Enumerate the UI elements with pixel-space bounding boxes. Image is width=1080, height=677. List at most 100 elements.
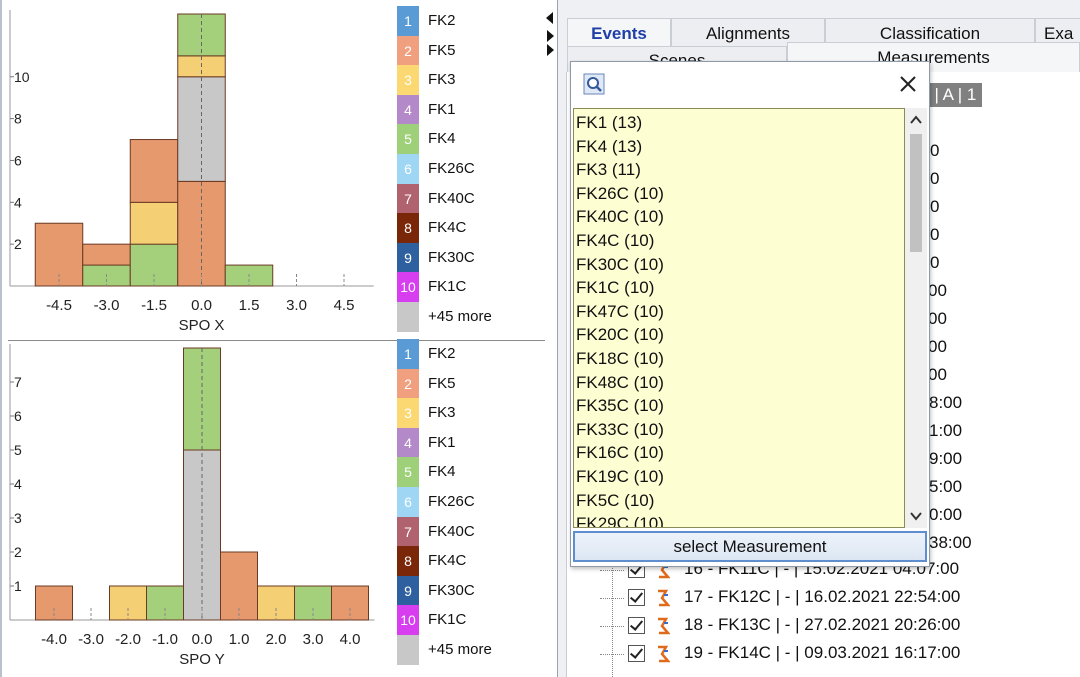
- row-checkbox[interactable]: [628, 617, 645, 634]
- histogram-bar-segment[interactable]: [129, 201, 179, 245]
- legend-item[interactable]: 8 FK4C: [397, 546, 545, 577]
- legend-item[interactable]: 2 FK5: [397, 368, 545, 399]
- measurement-list[interactable]: FK1 (13) FK4 (13) FK3 (11) FK26C (10) FK40C …: [573, 108, 905, 528]
- tab-events[interactable]: Events: [567, 18, 671, 48]
- legend-label: FK2: [428, 345, 456, 362]
- measurement-list-item[interactable]: FK4C (10): [576, 231, 655, 250]
- legend-swatch: 10: [397, 272, 419, 303]
- list-scrollbar[interactable]: [905, 108, 927, 528]
- timestamp-fragment: 00: [928, 281, 947, 300]
- measurement-list-item[interactable]: FK47C (10): [576, 301, 664, 321]
- legend-label: FK26C: [428, 160, 475, 177]
- measurement-list-item[interactable]: FK3 (11): [576, 160, 641, 180]
- legend-swatch: 5: [397, 124, 419, 155]
- measurement-list-item[interactable]: FK4 (13): [576, 136, 643, 156]
- tree-row[interactable]: 19 - FK14C | - | 09.03.2021 16:17:00: [600, 642, 1080, 668]
- histogram-bar-segment[interactable]: [129, 139, 179, 203]
- measurement-list-item[interactable]: FK48C (10): [576, 372, 664, 392]
- measurement-list-item[interactable]: FK40C (10): [576, 207, 664, 227]
- measurement-list-item[interactable]: FK26C (10): [576, 183, 664, 203]
- legend-swatch: 7: [397, 516, 419, 547]
- tree-row-label: 19 - FK14C | - | 09.03.2021 16:17:00: [684, 643, 961, 662]
- legend-item[interactable]: 1 FK2: [397, 6, 545, 36]
- legend-item[interactable]: 6 FK26C: [397, 487, 545, 517]
- chart-divider: [8, 340, 545, 341]
- measurement-list-item[interactable]: FK30C (10): [576, 254, 664, 274]
- legend-item[interactable]: 1 FK2: [397, 339, 545, 369]
- tab-measurements[interactable]: Measurements: [787, 42, 1080, 74]
- tree-connector: [600, 598, 624, 599]
- legend-more-label: +45 more: [428, 308, 492, 325]
- tree-row[interactable]: 17 - FK12C | - | 16.02.2021 22:54:00: [600, 586, 1080, 612]
- measurement-list-item[interactable]: FK20C (10): [576, 325, 664, 345]
- tree-row[interactable]: 18 - FK13C | - | 27.02.2021 20:26:00: [600, 614, 1080, 640]
- x-tick-label: 3.0: [303, 631, 324, 648]
- y-tick-label: 1: [14, 578, 22, 594]
- timestamp-fragment: 00: [928, 365, 947, 384]
- legend-item[interactable]: 3 FK3: [397, 398, 545, 429]
- timestamp-fragment: 0:00: [929, 505, 963, 524]
- measurement-list-item[interactable]: FK35C (10): [576, 396, 664, 416]
- measurement-list-item[interactable]: FK16C (10): [576, 443, 664, 463]
- select-measurement-button[interactable]: select Measurement: [573, 531, 927, 562]
- measurement-list-item[interactable]: FK29C (10): [576, 514, 664, 528]
- x-tick-label: -1.5: [141, 297, 167, 314]
- legend-more[interactable]: +45 more: [397, 302, 545, 332]
- legend-item[interactable]: 5 FK4: [397, 124, 545, 155]
- tree-connector: [600, 626, 624, 627]
- legend-label: FK4: [428, 463, 456, 481]
- legend-item[interactable]: 9 FK30C: [397, 575, 545, 606]
- search-icon[interactable]: [583, 73, 605, 95]
- legend-swatch: [397, 302, 419, 332]
- legend-item[interactable]: 8 FK4C: [397, 213, 545, 244]
- y-tick-label: 3: [14, 510, 22, 526]
- chevron-up-icon[interactable]: [905, 110, 927, 130]
- x-tick-label: 3.0: [286, 297, 307, 314]
- legend-item[interactable]: 7 FK40C: [397, 516, 545, 547]
- legend-swatch: 1: [397, 339, 419, 369]
- histogram-bar-segment[interactable]: [183, 449, 221, 621]
- row-checkbox[interactable]: [628, 645, 645, 662]
- legend-item[interactable]: 5 FK4: [397, 457, 545, 488]
- legend-label: FK5: [428, 41, 456, 59]
- legend-swatch: 2: [397, 368, 419, 399]
- close-icon[interactable]: [899, 75, 917, 93]
- legend-item[interactable]: 9 FK30C: [397, 242, 545, 273]
- x-tick-label: 0.0: [192, 631, 213, 648]
- y-tick-label: 10: [14, 69, 30, 85]
- scrollbar-thumb[interactable]: [910, 134, 922, 252]
- legend-item[interactable]: 4 FK1: [397, 94, 545, 125]
- legend-swatch: 2: [397, 35, 419, 66]
- legend-item[interactable]: 6 FK26C: [397, 154, 545, 184]
- y-tick-label: 2: [14, 544, 22, 560]
- measurement-list-item[interactable]: FK19C (10): [576, 467, 664, 486]
- legend-item[interactable]: 10 FK1C: [397, 272, 545, 303]
- measurement-list-item[interactable]: FK33C (10): [576, 419, 664, 439]
- measurement-list-item[interactable]: FK5C (10): [576, 490, 655, 510]
- measurement-icon: [658, 589, 670, 607]
- chevron-down-icon[interactable]: [905, 506, 927, 526]
- legend-item[interactable]: 4 FK1: [397, 427, 545, 458]
- legend-swatch: 10: [397, 605, 419, 636]
- legend-item[interactable]: 7 FK40C: [397, 183, 545, 214]
- y-tick-label: 8: [14, 111, 22, 127]
- legend-swatch: [397, 635, 419, 665]
- row-checkbox[interactable]: [628, 589, 645, 606]
- measurement-list-item[interactable]: FK1 (13): [576, 113, 643, 132]
- legend-item[interactable]: 2 FK5: [397, 35, 545, 66]
- timestamp-fragment: 00: [928, 309, 947, 328]
- legend-label: FK1C: [428, 611, 467, 629]
- legend-item[interactable]: 3 FK3: [397, 65, 545, 96]
- splitter-grip[interactable]: [544, 12, 556, 62]
- legend-label: FK4: [428, 130, 456, 148]
- legend-more[interactable]: +45 more: [397, 635, 545, 665]
- timestamp-fragment: 0: [930, 253, 940, 272]
- y-tick-label: 6: [14, 152, 22, 168]
- measurement-list-item[interactable]: FK18C (10): [576, 349, 664, 368]
- legend-label: FK30C: [428, 248, 475, 266]
- measurement-picker-popup: FK1 (13) FK4 (13) FK3 (11) FK26C (10) FK40C …: [570, 61, 930, 567]
- measurement-list-item[interactable]: FK1C (10): [576, 278, 655, 298]
- legend-label: FK4C: [428, 219, 467, 237]
- histogram-bar-segment[interactable]: [82, 243, 131, 266]
- legend-item[interactable]: 10 FK1C: [397, 605, 545, 636]
